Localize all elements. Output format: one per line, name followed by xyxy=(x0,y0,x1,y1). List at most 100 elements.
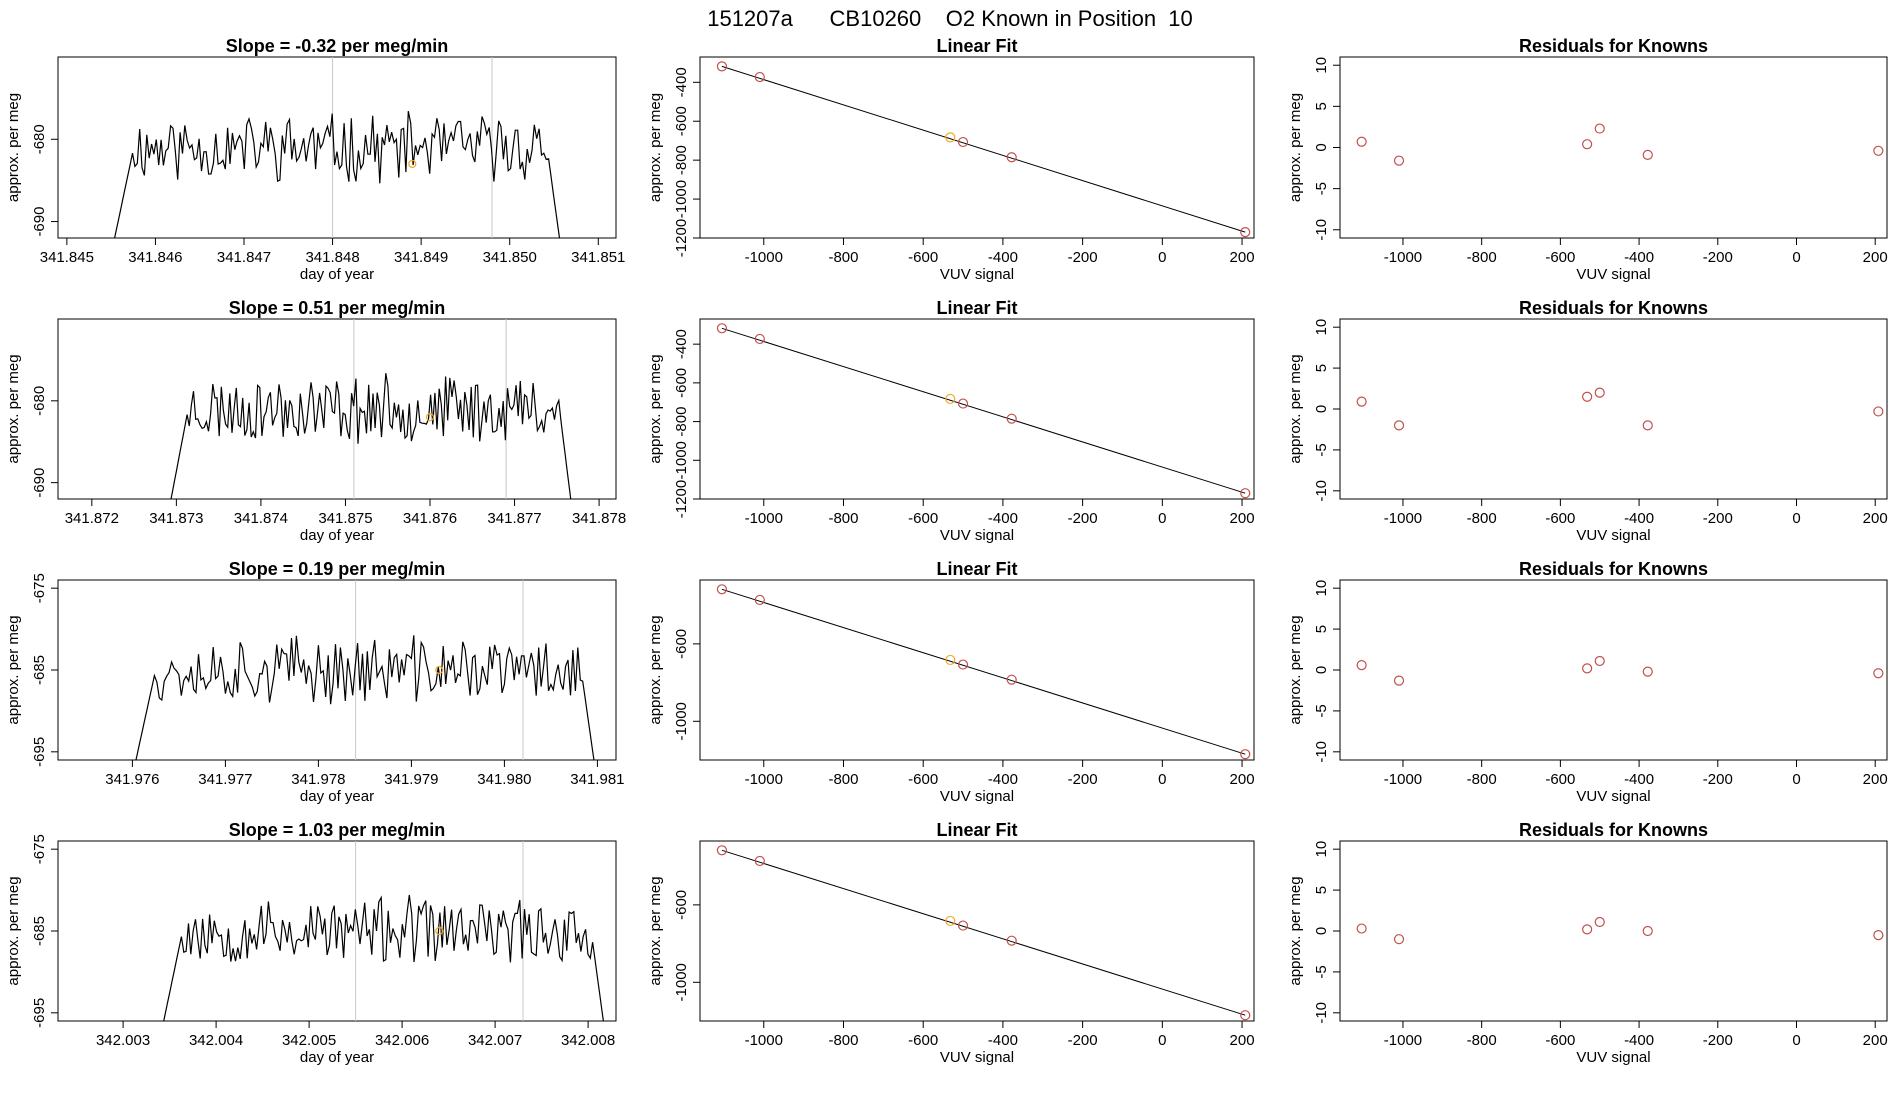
x-tick-label: 0 xyxy=(1158,510,1166,527)
y-axis-label: approx. per meg xyxy=(647,876,664,985)
x-axis: -1000 -800 -600 -400 -200 0 200 VUV signal xyxy=(1384,1021,1888,1066)
x-tick-label: -600 xyxy=(1545,1032,1575,1049)
panel-title: Residuals for Knowns xyxy=(1519,298,1708,318)
data-point xyxy=(1006,935,1017,946)
data-point xyxy=(1006,674,1017,685)
y-tick-label: -675 xyxy=(31,573,48,603)
y-axis: -690 -680 approx. per meg xyxy=(5,354,58,498)
panel-title: Slope = 1.03 per meg/min xyxy=(229,820,446,840)
x-tick-label: -200 xyxy=(1703,510,1733,527)
x-axis: 342.003 342.004 342.005 342.006 342.007 342.0… xyxy=(96,1021,615,1066)
x-tick-label: 341.875 xyxy=(318,510,372,527)
data-point xyxy=(1642,925,1653,937)
x-axis-label: VUV signal xyxy=(940,1049,1014,1066)
y-tick-label: -10 xyxy=(1313,741,1330,763)
x-tick-label: -400 xyxy=(988,510,1018,527)
data-point xyxy=(1582,139,1593,150)
data-point xyxy=(1356,659,1367,671)
x-tick-label: -400 xyxy=(1624,771,1654,788)
series-line xyxy=(113,110,561,238)
x-tick-label: 341.874 xyxy=(234,510,288,527)
linear-fit-4: Linear Fit -1000 -800 -600 -400 -200 0 200 VUV s… xyxy=(647,820,1255,1066)
x-axis: -1000 -800 -600 -400 -200 0 200 VUV signal xyxy=(745,1021,1255,1066)
x-tick-label: -400 xyxy=(1624,249,1654,266)
panel-title: Slope = 0.19 per meg/min xyxy=(229,559,446,579)
y-tick-label: -5 xyxy=(1313,182,1330,195)
x-tick-label: -600 xyxy=(908,771,938,788)
data-point xyxy=(716,584,728,595)
x-tick-label: 341.979 xyxy=(384,771,438,788)
x-tick-label: 341.845 xyxy=(40,249,94,266)
x-tick-label: -600 xyxy=(908,510,938,527)
data-point xyxy=(957,920,969,931)
y-axis-label: approx. per meg xyxy=(647,354,664,463)
y-tick-label: -690 xyxy=(31,207,48,237)
x-tick-label: 0 xyxy=(1792,1032,1800,1049)
y-axis: -1200-1000 -800 -600 -400 approx. per meg xyxy=(647,329,700,518)
x-tick-label: -800 xyxy=(1467,249,1497,266)
y-tick-label: -1200 xyxy=(673,480,690,518)
y-tick-label: -600 xyxy=(673,106,690,136)
data-point xyxy=(1356,396,1367,407)
x-tick-label: 200 xyxy=(1230,771,1255,788)
y-axis-label: approx. per meg xyxy=(1287,93,1304,202)
y-axis-label: approx. per meg xyxy=(1287,354,1304,463)
x-axis-label: VUV signal xyxy=(1576,527,1650,544)
x-tick-label: -600 xyxy=(1545,510,1575,527)
x-tick-label: 0 xyxy=(1792,771,1800,788)
y-tick-label: -1000 xyxy=(673,702,690,740)
y-tick-label: -685 xyxy=(31,916,48,946)
y-axis-label: approx. per meg xyxy=(647,93,664,202)
residuals-3: Residuals for Knowns-1000 -800 -600 -400 -20… xyxy=(1287,559,1888,805)
residuals-1: Residuals for Knowns-1000 -800 -600 -400 -20… xyxy=(1287,36,1888,283)
y-tick-label: 0 xyxy=(1313,927,1330,935)
panel-title: Linear Fit xyxy=(936,559,1017,579)
y-axis-label: approx. per meg xyxy=(1287,615,1304,724)
x-axis: -1000 -800 -600 -400 -200 0 200 VUV signal xyxy=(1384,238,1888,283)
y-tick-label: -680 xyxy=(31,386,48,416)
plot-frame xyxy=(699,318,1255,500)
x-tick-label: 341.981 xyxy=(570,771,624,788)
x-axis-label: day of year xyxy=(300,527,374,544)
x-axis-label: VUV signal xyxy=(1576,1049,1650,1066)
plot-frame xyxy=(1339,318,1888,500)
plot-frame xyxy=(699,579,1255,761)
y-axis: -10 -5 0 5 10 approx. per meg xyxy=(1287,57,1340,241)
x-axis: 341.872 341.873 341.874 341.875 341.876 341.8… xyxy=(65,499,626,544)
x-tick-label: 341.846 xyxy=(128,249,182,266)
x-axis: -1000 -800 -600 -400 -200 0 200 VUV signal xyxy=(1384,499,1888,544)
panel-title: Residuals for Knowns xyxy=(1519,559,1708,579)
x-tick-label: -400 xyxy=(988,1032,1018,1049)
y-tick-label: -685 xyxy=(31,655,48,685)
x-tick-label: 341.848 xyxy=(305,249,359,266)
data-point xyxy=(1594,387,1605,398)
figure-title: 151207a CB10260 O2 Known in Position 10 xyxy=(707,6,1193,31)
y-tick-label: -5 xyxy=(1313,704,1330,717)
plot-frame xyxy=(57,56,617,239)
x-tick-label: -800 xyxy=(1467,510,1497,527)
highlight-point xyxy=(435,926,444,936)
x-tick-label: 341.849 xyxy=(394,249,448,266)
y-tick-label: -10 xyxy=(1313,1002,1330,1024)
plot-area xyxy=(716,323,1251,499)
y-tick-label: -1200 xyxy=(673,219,690,257)
data-point xyxy=(754,594,765,606)
panel-title: Linear Fit xyxy=(936,298,1017,318)
x-tick-label: -1000 xyxy=(1384,1032,1422,1049)
x-tick-label: -200 xyxy=(1068,249,1098,266)
x-tick-label: -1000 xyxy=(1384,771,1422,788)
x-tick-label: -200 xyxy=(1703,771,1733,788)
x-axis: -1000 -800 -600 -400 -200 0 200 VUV signal xyxy=(745,760,1255,805)
y-axis: -10 -5 0 5 10 approx. per meg xyxy=(1287,841,1340,1024)
y-tick-label: 10 xyxy=(1313,841,1330,858)
time-series-1: Slope = -0.32 per meg/min 341.845 341.846 3… xyxy=(5,36,625,283)
data-point xyxy=(1393,934,1405,945)
data-point xyxy=(1582,663,1593,674)
y-tick-label: -10 xyxy=(1313,219,1330,241)
fit-line xyxy=(721,849,1246,1016)
x-axis-label: VUV signal xyxy=(940,788,1014,805)
x-tick-label: -1000 xyxy=(745,249,783,266)
y-axis-label: approx. per meg xyxy=(647,615,664,724)
plot-frame xyxy=(1339,579,1888,761)
panel-title: Slope = -0.32 per meg/min xyxy=(226,36,449,56)
